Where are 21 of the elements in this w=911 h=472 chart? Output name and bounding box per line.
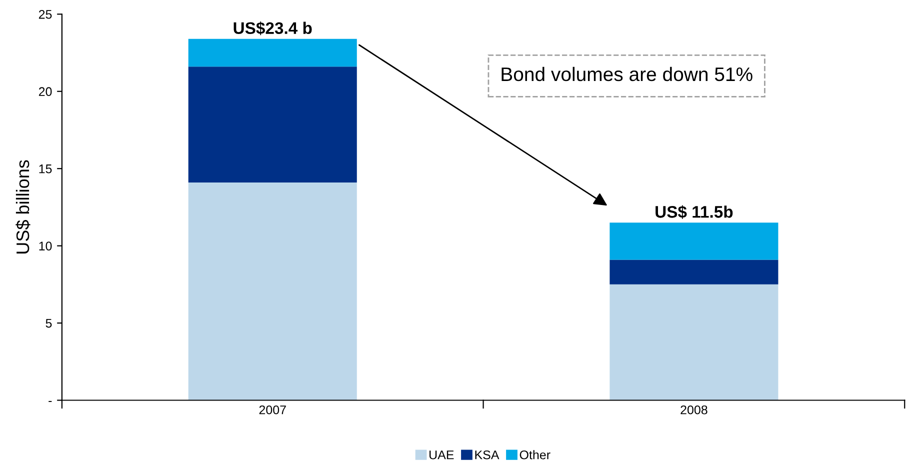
y-tick-label: - — [48, 400, 52, 402]
legend-label: UAE — [430, 450, 454, 460]
bar — [610, 260, 778, 284]
y-tick-label: 20 — [38, 87, 52, 96]
x-tick-label: 2008 — [680, 405, 708, 414]
x-tick-label: 2007 — [259, 405, 286, 414]
annotation: Bond volumes are down 51% — [502, 66, 752, 82]
total-label: US$23.4 b — [234, 22, 312, 36]
legend-label: KSA — [475, 450, 500, 460]
y-axis-title: US$ billions — [16, 160, 30, 254]
bar — [188, 182, 357, 400]
y-tick-label: 15 — [39, 164, 52, 174]
bar — [610, 284, 778, 400]
bar — [188, 38, 357, 67]
y-tick-label: 25 — [38, 10, 52, 19]
total-label: US$ 11.5b — [656, 205, 733, 219]
bar — [188, 66, 357, 182]
legend-label: Other — [520, 450, 550, 460]
y-tick-label: 10 — [39, 242, 52, 250]
bar — [610, 222, 778, 260]
y-tick-label: 5 — [46, 318, 52, 328]
